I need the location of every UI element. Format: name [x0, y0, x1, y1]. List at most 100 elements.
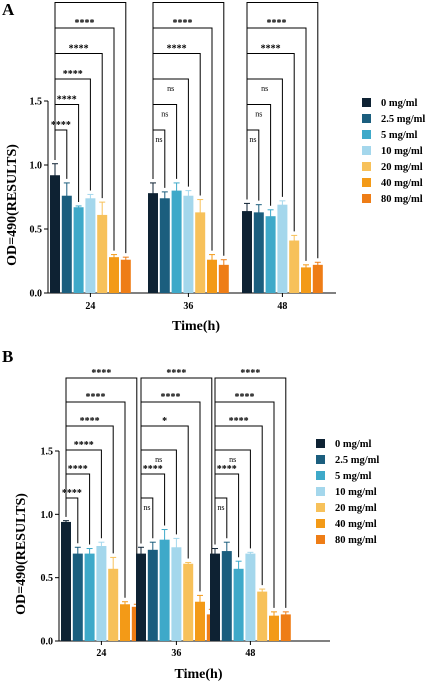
legend-label: 5 mg/ml [381, 130, 418, 141]
x-axis-title: Time(h) [175, 667, 223, 682]
significance-label: **** [74, 440, 94, 451]
significance-label: **** [235, 392, 255, 403]
bar [120, 259, 131, 293]
significance-label: **** [69, 44, 89, 55]
significance-bracket [54, 129, 68, 179]
bar [84, 553, 95, 641]
significance-label: **** [272, 0, 292, 4]
legend-swatch [316, 535, 325, 544]
bar [147, 549, 158, 641]
bar [109, 257, 119, 293]
y-tick-label: 1.0 [41, 510, 54, 521]
chart-panel-b: B 0.0 0.5 1.0 1.5 24 **** **** **** **** **** **** 3… [2, 347, 379, 682]
legend-label: 5 mg/ml [335, 471, 372, 482]
legend-label: 2.5 mg/ml [335, 455, 379, 466]
legend-swatch [316, 503, 325, 512]
significance-label: **** [217, 464, 237, 475]
legend-label: 40 mg/ml [381, 178, 423, 189]
y-tick-label: 1.5 [30, 97, 43, 108]
legend-label: 0 mg/ml [335, 439, 372, 450]
legend-swatch [316, 519, 325, 528]
bar [221, 551, 232, 641]
significance-label: ns [161, 110, 168, 119]
bar [253, 212, 264, 293]
legend-label: 10 mg/ml [335, 487, 377, 498]
significance-label: ns [217, 503, 224, 512]
significance-label: **** [229, 416, 249, 427]
significance-label: ns [249, 135, 256, 144]
significance-label: ns [229, 455, 236, 464]
legend-swatch [362, 130, 371, 139]
bar [159, 539, 170, 641]
legend-label: 80 mg/ml [381, 194, 423, 205]
significance-label: **** [173, 18, 193, 29]
legend-swatch [362, 146, 371, 155]
significance-label: ns [255, 110, 262, 119]
bar [242, 211, 252, 293]
legend-swatch [316, 439, 325, 448]
y-axis-title: OD=490(RESULTS) [14, 493, 29, 615]
bar [85, 198, 96, 293]
legend-label: 0 mg/ml [381, 98, 418, 109]
bar [269, 615, 279, 641]
significance-bracket [54, 2, 127, 254]
bar [108, 568, 119, 641]
bar [183, 563, 194, 641]
significance-label: **** [51, 120, 71, 131]
x-tick-label: 48 [245, 648, 255, 659]
bar [171, 547, 182, 641]
panel-letter: A [2, 0, 15, 19]
significance-bracket [214, 377, 287, 608]
bar [96, 546, 107, 641]
significance-label: **** [143, 464, 163, 475]
x-tick-label: 36 [183, 301, 193, 312]
x-tick-label: 24 [85, 301, 95, 312]
legend-label: 80 mg/ml [335, 535, 377, 546]
bar [301, 267, 311, 293]
legend-label: 20 mg/ml [335, 503, 377, 514]
legend-swatch [316, 455, 325, 464]
bar [72, 553, 83, 641]
bar [136, 553, 146, 641]
legend-swatch [316, 487, 325, 496]
bar [159, 198, 170, 293]
significance-label: **** [63, 69, 83, 80]
legend-swatch [362, 162, 371, 171]
chart-panel-a: A 0.0 0.5 1.0 1.5 24 **** **** **** **** **** **** 3… [2, 0, 425, 334]
bar [195, 212, 206, 293]
x-tick-label: 36 [171, 648, 181, 659]
significance-label: **** [178, 0, 198, 4]
significance-label: **** [161, 392, 181, 403]
significance-label: **** [75, 18, 95, 29]
bar [61, 521, 71, 641]
x-tick-label: 24 [96, 648, 106, 659]
legend-swatch [362, 114, 371, 123]
significance-label: **** [80, 416, 100, 427]
significance-label: ns [155, 455, 162, 464]
significance-bracket [246, 2, 319, 259]
significance-label: **** [261, 44, 281, 55]
legend-swatch [316, 471, 325, 480]
bar [312, 264, 323, 293]
bar [183, 195, 194, 293]
significance-label: ns [261, 84, 268, 93]
y-tick-label: 1.5 [41, 447, 54, 458]
significance-label: * [162, 416, 167, 427]
significance-label: **** [166, 368, 186, 379]
bar [245, 553, 256, 641]
bar [207, 259, 217, 293]
significance-bracket [65, 377, 138, 601]
bar [257, 591, 268, 641]
bar [50, 175, 60, 293]
significance-label: **** [57, 95, 77, 106]
bar [218, 264, 229, 293]
legend-label: 40 mg/ml [335, 519, 377, 530]
legend-swatch [362, 98, 371, 107]
legend-label: 2.5 mg/ml [381, 114, 425, 125]
bar [280, 614, 291, 641]
bar [73, 207, 84, 293]
significance-label: **** [62, 488, 82, 499]
y-axis-title: OD=490(RESULTS) [5, 144, 20, 266]
legend-swatch [362, 194, 371, 203]
